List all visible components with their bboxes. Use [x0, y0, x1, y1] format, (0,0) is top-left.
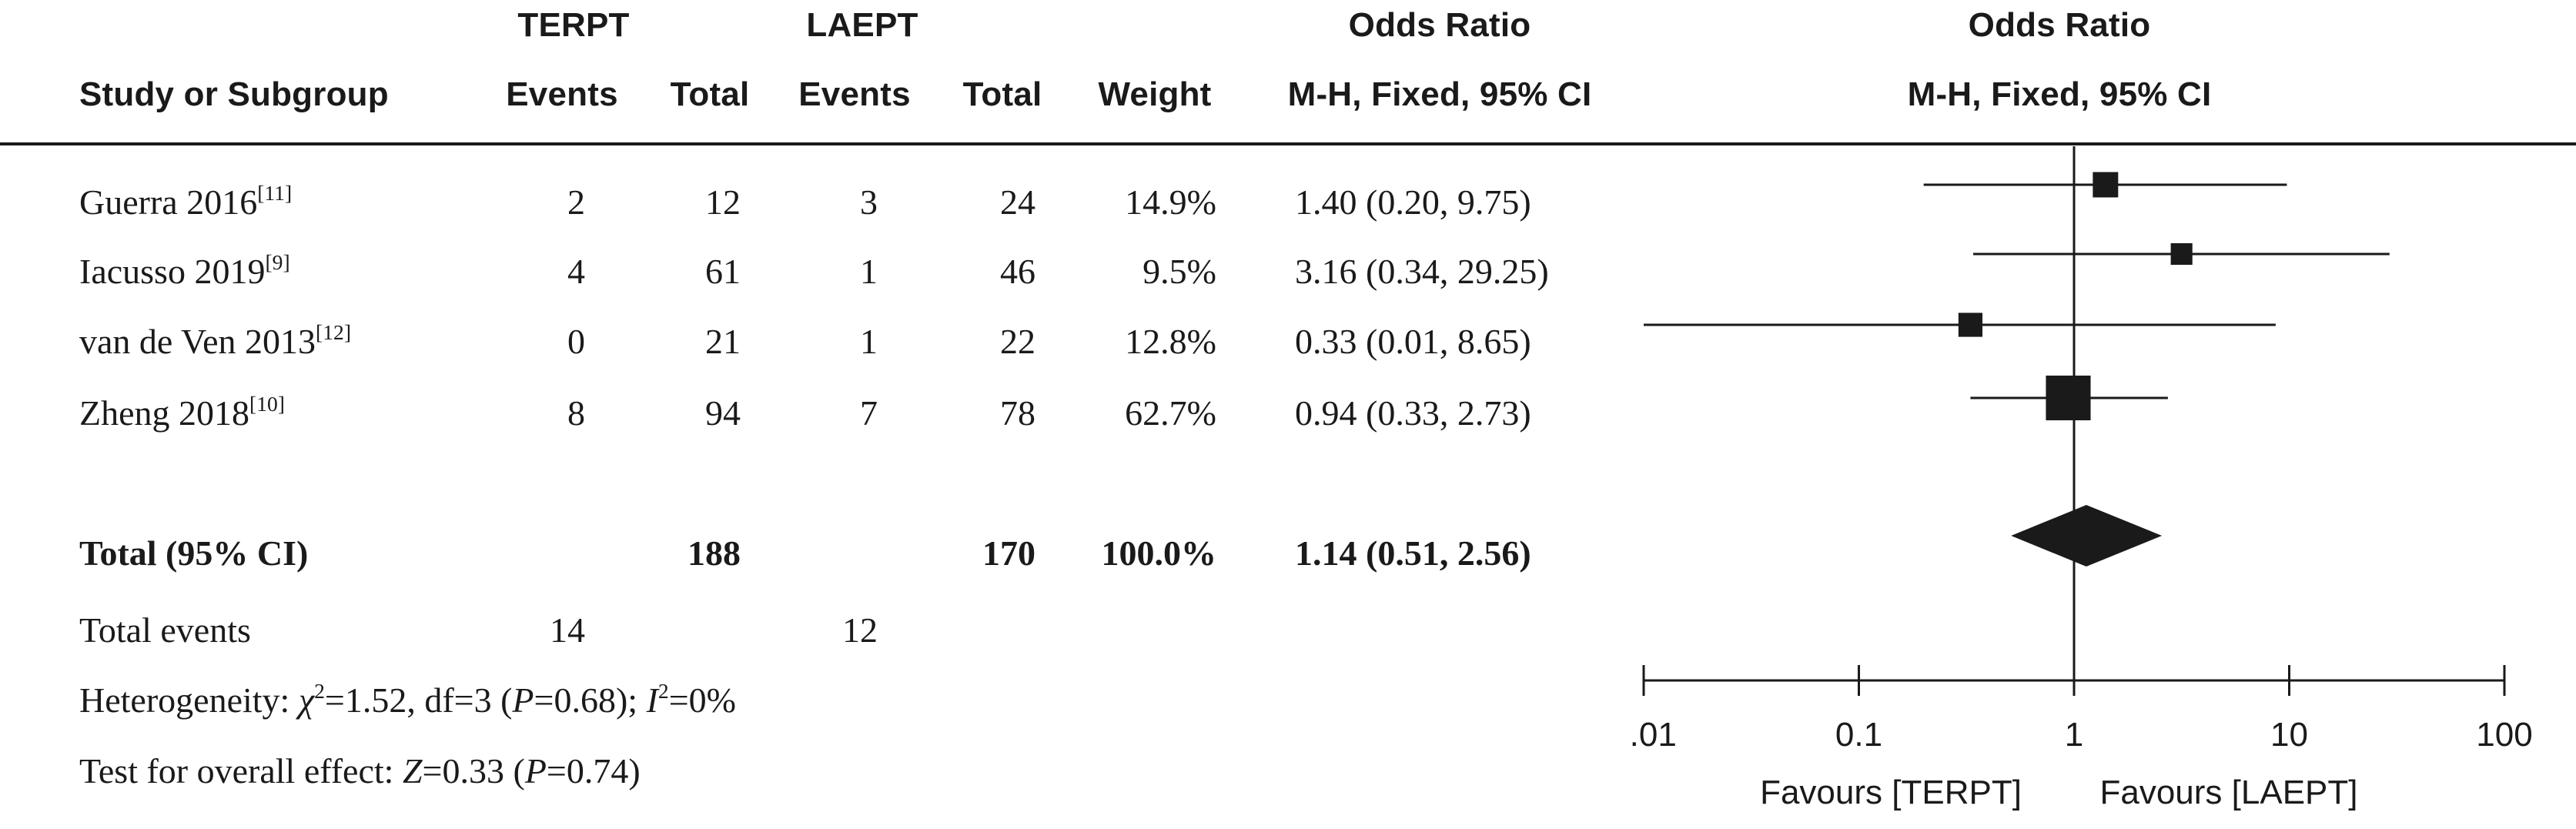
study-reference: [9] [265, 250, 290, 275]
study-reference: [10] [249, 392, 285, 416]
events-terpt: 4 [567, 252, 585, 291]
study-point-square [2170, 242, 2193, 266]
header-total-laept: Total [962, 75, 1042, 113]
total-odds-ratio-ci: 1.14 (0.51, 2.56) [1295, 533, 1531, 573]
study-name: Guerra 2016[11] [79, 182, 292, 222]
i-superscript: 2 [657, 679, 669, 704]
header-events-terpt: Events [506, 75, 618, 113]
p-symbol: P [512, 680, 534, 720]
total-terpt: 61 [705, 252, 741, 291]
total-terpt: 94 [705, 393, 741, 433]
i-symbol: I [646, 680, 658, 720]
study-reference: [11] [257, 181, 293, 206]
header-or-method-plot: M-H, Fixed, 95% CI [1907, 75, 2212, 113]
total-events-label: Total events [79, 610, 251, 650]
x-axis-tick-label: 0.1 [1835, 716, 1882, 754]
header-odds-ratio-column: Odds Ratio [1348, 6, 1531, 44]
favours-left-label: Favours [TERPT] [1760, 774, 2022, 811]
x-axis-tick-label: 0.01 [1632, 716, 1677, 754]
odds-ratio-ci: 1.40 (0.20, 9.75) [1295, 182, 1531, 222]
heterogeneity-stats: Heterogeneity: χ2=1.52, df=3 (P=0.68); I… [79, 680, 736, 720]
chi-symbol: χ [298, 680, 315, 720]
study-name: van de Ven 2013[12] [79, 321, 351, 362]
total-terpt: 21 [705, 322, 741, 361]
odds-ratio-ci: 0.94 (0.33, 2.73) [1295, 393, 1531, 433]
header-events-laept: Events [798, 75, 911, 113]
z-value: =0.33 ( [422, 751, 525, 791]
header-or-method-column: M-H, Fixed, 95% CI [1287, 75, 1592, 113]
odds-ratio-ci: 3.16 (0.34, 29.25) [1295, 252, 1549, 291]
study-point-square [2093, 172, 2119, 198]
p-value: =0.68); [534, 680, 647, 720]
header-group-terpt: TERPT [517, 6, 630, 44]
p-value: =0.74) [546, 751, 641, 791]
chi-value: =1.52, df=3 ( [324, 680, 513, 720]
events-laept: 1 [860, 252, 878, 291]
study-reference: [12] [316, 320, 352, 345]
overall-effect-prefix: Test for overall effect: [79, 751, 403, 791]
weight: 12.8% [1125, 322, 1216, 361]
total-laept: 170 [982, 533, 1035, 573]
events-terpt: 0 [567, 322, 585, 361]
heterogeneity-prefix: Heterogeneity: [79, 680, 299, 720]
events-laept: 3 [860, 182, 878, 222]
i-value: =0% [668, 680, 736, 720]
header-total-terpt: Total [670, 75, 750, 113]
events-laept: 1 [860, 322, 878, 361]
total-events-terpt: 14 [550, 610, 585, 650]
events-laept: 7 [860, 393, 878, 433]
weight: 9.5% [1142, 252, 1216, 291]
study-name: Iacusso 2019[9] [79, 251, 290, 292]
favours-right-label: Favours [LAEPT] [2099, 774, 2357, 811]
p-symbol: P [524, 751, 547, 791]
overall-effect-stats: Test for overall effect: Z=0.33 (P=0.74) [79, 750, 641, 791]
header-weight: Weight [1098, 75, 1212, 113]
study-name: Zheng 2018[10] [79, 393, 285, 433]
weight: 14.9% [1125, 182, 1216, 222]
total-laept: 78 [1000, 393, 1035, 433]
total-laept: 22 [1000, 322, 1035, 361]
events-terpt: 2 [567, 182, 585, 222]
study-name-text: Zheng 2018 [79, 393, 250, 433]
study-point-square [1958, 313, 1983, 337]
total-terpt: 188 [687, 533, 741, 573]
header-group-laept: LAEPT [806, 6, 918, 44]
total-laept: 24 [1000, 182, 1035, 222]
chi-superscript: 2 [314, 679, 325, 704]
odds-ratio-ci: 0.33 (0.01, 8.65) [1295, 322, 1531, 361]
header-rule [0, 142, 2576, 145]
x-axis-tick-label: 1 [2065, 716, 2083, 754]
forest-plot: 0.01 0.1 1 10 100 Favours [TERPT] Favours [LAE… [1632, 146, 2533, 811]
header-study: Study or Subgroup [79, 75, 389, 113]
z-symbol: Z [402, 751, 423, 791]
study-point-square [2046, 375, 2091, 421]
study-name-text: van de Ven 2013 [79, 322, 316, 361]
total-terpt: 12 [705, 182, 741, 222]
x-axis-tick-label: 10 [2270, 716, 2308, 754]
events-terpt: 8 [567, 393, 585, 433]
total-label: Total (95% CI) [79, 533, 309, 573]
total-laept: 46 [1000, 252, 1035, 291]
total-events-laept: 12 [842, 610, 878, 650]
pooled-diamond [2011, 505, 2163, 567]
header-odds-ratio-plot: Odds Ratio [1968, 6, 2151, 44]
weight: 62.7% [1125, 393, 1216, 433]
study-name-text: Iacusso 2019 [79, 252, 266, 291]
study-name-text: Guerra 2016 [79, 182, 258, 222]
total-weight: 100.0% [1101, 533, 1217, 573]
x-axis-tick-label: 100 [2476, 716, 2532, 754]
